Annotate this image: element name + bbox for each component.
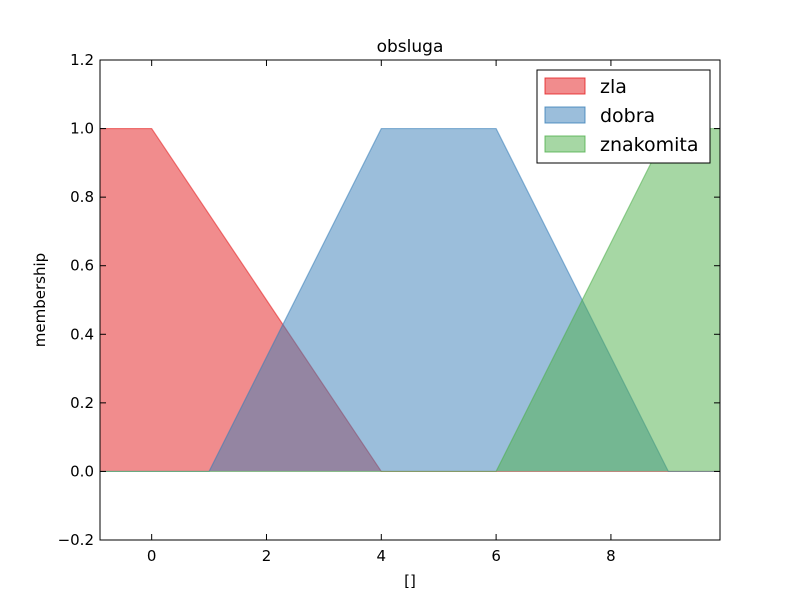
legend-label-zla: zla <box>600 76 627 98</box>
x-tick-label: 6 <box>491 547 501 565</box>
x-tick-label: 8 <box>606 547 616 565</box>
x-tick-label: 4 <box>377 547 387 565</box>
y-tick-label: 0.2 <box>70 394 94 412</box>
x-tick-label: 2 <box>262 547 272 565</box>
series-line-zla <box>100 127 720 473</box>
legend: zla dobra znakomita <box>536 69 711 164</box>
y-tick-label: 0.0 <box>70 462 94 480</box>
legend-label-znakomita: znakomita <box>600 134 699 156</box>
y-tick-label: −0.2 <box>58 531 94 549</box>
legend-swatch-znakomita <box>544 135 586 153</box>
x-axis-label: [] <box>404 572 416 590</box>
y-tick-label: 1.2 <box>70 51 94 69</box>
y-tick-label: 0.4 <box>70 325 94 343</box>
legend-swatch-dobra <box>544 106 586 124</box>
chart-title: obsluga <box>377 37 444 57</box>
y-tick-label: 0.8 <box>70 188 94 206</box>
x-tick-label: 0 <box>147 547 157 565</box>
legend-label-dobra: dobra <box>600 105 655 127</box>
plot-frame <box>99 59 721 541</box>
axes-layer: 0 2 4 6 8 −0.2 0.0 0.2 0.4 0.6 0.8 1.0 1.2 <box>58 51 721 565</box>
plot-layer <box>100 127 720 473</box>
series-area-znakomita <box>100 128 720 472</box>
legend-swatch-zla <box>544 77 586 95</box>
y-tick-label: 1.0 <box>70 120 94 138</box>
y-tick-label: 0.6 <box>70 257 94 275</box>
y-axis-label: membership <box>31 253 49 347</box>
